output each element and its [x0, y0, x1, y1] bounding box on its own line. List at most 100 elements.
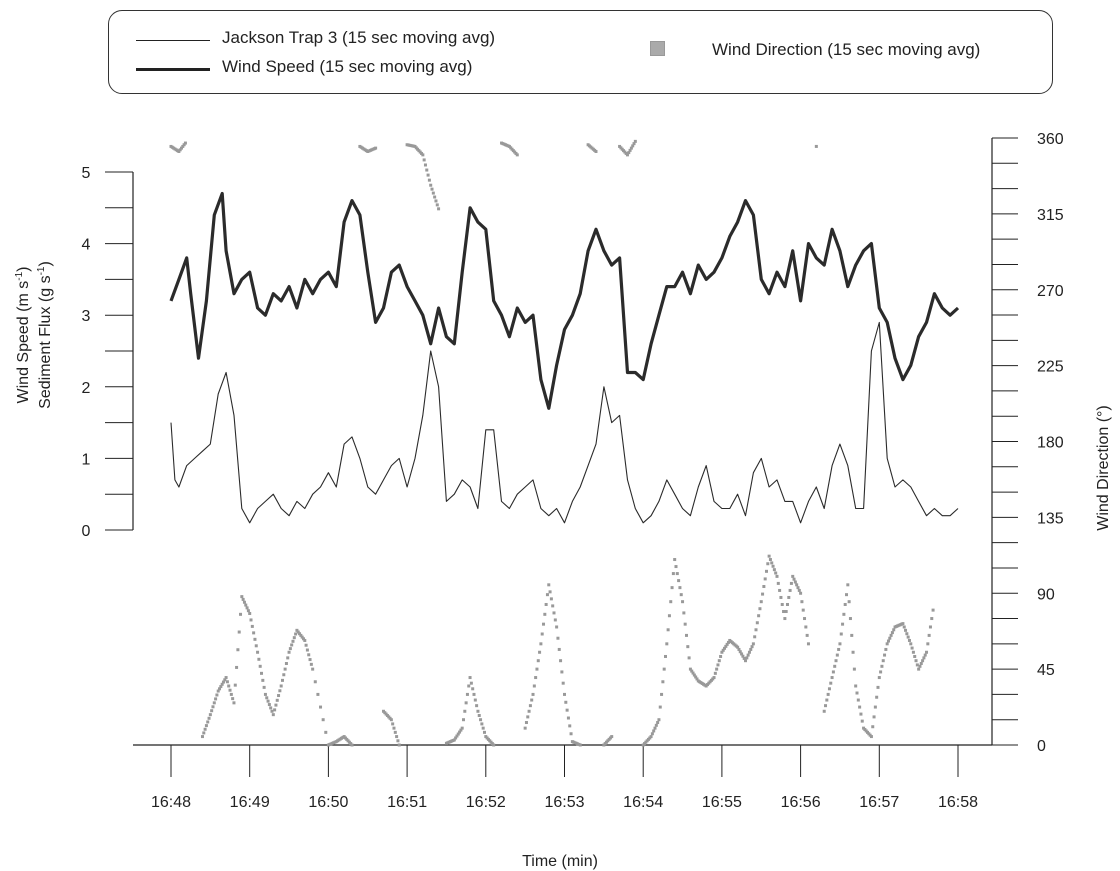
axes-layer: 16:48 16:49 16:50 16:51 16:52 16:53 16:54 16:55… [82, 131, 1064, 811]
wind-direction-point [690, 669, 694, 673]
x-tick-label: 16:49 [230, 794, 270, 811]
wind-direction-point [232, 701, 236, 705]
wind-direction-point [431, 191, 435, 195]
wind-direction-point [679, 593, 683, 597]
wind-direction-point [284, 662, 288, 666]
wind-direction-point [902, 625, 906, 629]
legend-wind-speed-line [136, 68, 210, 71]
axis-labels: Time (min) Wind Speed (m s-1) Sediment F… [14, 261, 1112, 870]
wind-direction-point [565, 708, 569, 712]
y-left-tick-label: 3 [82, 308, 91, 325]
wind-direction-point [467, 684, 471, 688]
y-right-tick-label: 90 [1037, 586, 1055, 603]
y-right-tick-label: 0 [1037, 738, 1046, 755]
wind-direction-point [726, 640, 730, 644]
wind-direction-point [904, 628, 908, 632]
wind-direction-point [250, 624, 254, 628]
wind-direction-point [884, 647, 888, 651]
wind-direction-point [927, 633, 931, 637]
wind-direction-point [673, 558, 677, 562]
wind-direction-point [843, 602, 847, 606]
wind-direction-point [561, 681, 565, 685]
wind-direction-point [183, 141, 187, 145]
wind-direction-point [910, 646, 914, 650]
wind-direction-point [479, 718, 483, 722]
wind-direction-point [855, 691, 859, 695]
wind-direction-point [667, 614, 671, 618]
legend-trap-line [136, 40, 210, 41]
wind-direction-point [791, 574, 795, 578]
wind-direction-point [915, 663, 919, 667]
wind-direction-point [244, 603, 248, 607]
wind-direction-point [299, 633, 303, 637]
y-left-tick-label: 0 [82, 523, 91, 540]
wind-direction-point [741, 654, 745, 658]
wind-direction-point [261, 678, 265, 682]
wind-direction-point [901, 622, 905, 626]
wind-direction-point [227, 684, 231, 688]
wind-direction-point [262, 685, 266, 689]
wind-direction-point [476, 709, 480, 713]
wind-direction-point [694, 675, 698, 679]
wind-direction-point [538, 650, 542, 654]
wind-direction-point [269, 706, 273, 710]
wind-direction-point [454, 736, 458, 740]
wind-direction-point [688, 667, 692, 671]
wind-direction-point [296, 630, 300, 634]
wind-direction-point [239, 612, 243, 616]
wind-direction-point [429, 183, 433, 187]
wind-direction-point [393, 730, 397, 734]
wind-direction-point [206, 720, 210, 724]
wind-direction-point [922, 656, 926, 660]
wind-direction-point [661, 680, 665, 684]
wind-direction-point [762, 585, 766, 589]
wind-direction-point [263, 692, 267, 696]
wind-speed-line [169, 191, 960, 410]
wind-direction-point [757, 614, 761, 618]
wind-direction-point [515, 153, 519, 157]
wind-direction-point [930, 617, 934, 621]
wind-direction-point [179, 146, 183, 150]
wind-direction-point [215, 693, 219, 697]
wind-direction-point [833, 664, 837, 668]
wind-direction-point [594, 149, 598, 153]
wind-direction-point [544, 602, 548, 606]
wind-direction-point [660, 692, 664, 696]
wind-direction-point [917, 667, 921, 671]
wind-direction-point [265, 696, 269, 700]
wind-direction-point [876, 685, 880, 689]
wind-direction-point [830, 676, 834, 680]
x-tick-label: 16:55 [702, 794, 742, 811]
wind-direction-point [678, 586, 682, 590]
wind-direction-point [569, 732, 573, 736]
wind-direction-point [913, 654, 917, 658]
wind-direction-point [237, 630, 241, 634]
wind-direction-point [740, 652, 744, 656]
wind-direction-point [290, 643, 294, 647]
legend-wind-direction-label: Wind Direction (15 sec moving avg) [712, 40, 981, 59]
wind-direction-point [814, 144, 818, 148]
wind-direction-point [795, 583, 799, 587]
wind-direction-point [552, 611, 556, 615]
wind-direction-point [566, 716, 570, 720]
wind-direction-point [298, 632, 302, 636]
wind-direction-point [286, 656, 290, 660]
wind-direction-point [750, 645, 754, 649]
wind-direction-point [629, 146, 633, 150]
wind-direction-point [221, 680, 225, 684]
wind-direction-point [850, 633, 854, 637]
wind-direction-point [396, 739, 400, 743]
wind-direction-point [526, 715, 530, 719]
wind-direction-point [889, 633, 893, 637]
wind-direction-point [303, 638, 307, 642]
wind-direction-point [803, 617, 807, 621]
y-axis-left-label-2-sup: -1 [36, 266, 47, 275]
wind-direction-point [548, 590, 552, 594]
wind-direction-point [875, 695, 879, 699]
wind-direction-point [907, 638, 911, 642]
wind-direction-point [430, 187, 434, 191]
wind-direction-point [783, 617, 787, 621]
y-axis-right-label: Wind Direction (°) [1095, 405, 1112, 531]
wind-direction-point [768, 558, 772, 562]
